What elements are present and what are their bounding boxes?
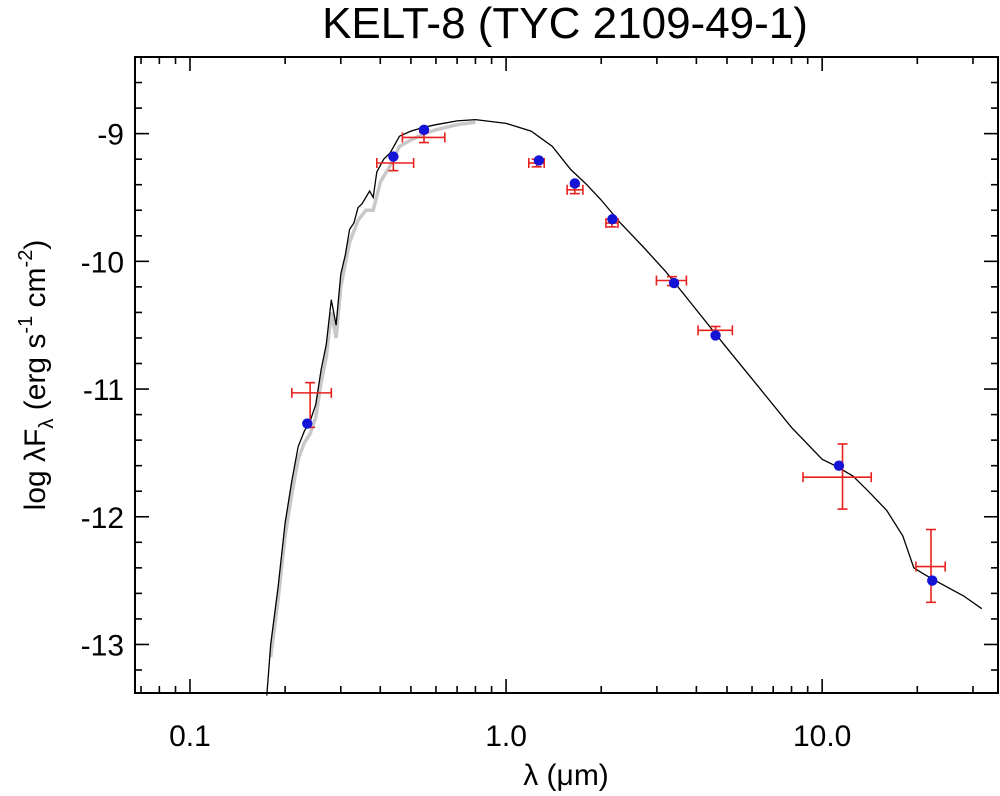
y-label-units-close: ) <box>19 240 52 250</box>
model-point-1 <box>388 151 399 162</box>
y-tick-labels: -9 -10 -11 -12 -13 <box>81 119 124 663</box>
model-point-9 <box>927 575 938 586</box>
model-point-7 <box>710 330 721 341</box>
y-tick-label-1: -10 <box>81 246 124 279</box>
observed-errorbars <box>291 131 946 604</box>
y-axis-label: log λFλ (erg s-1 cm-2) <box>15 240 58 511</box>
y-label-units-mid: cm <box>19 267 52 315</box>
plot-area <box>266 118 983 696</box>
y-label-exp2: -2 <box>15 250 37 268</box>
model-point-2 <box>418 124 430 135</box>
plot-frame <box>134 56 999 694</box>
model-point-4 <box>569 178 581 189</box>
model-grey-line <box>268 120 476 658</box>
model-point-6 <box>668 277 680 289</box>
x-axis-label: λ (μm) <box>523 759 609 792</box>
y-label-exp1: -1 <box>15 316 37 334</box>
x-tick-labels: 0.1 1.0 10.0 <box>169 720 851 753</box>
y-tick-label-2: -11 <box>83 374 124 407</box>
x-tick-label-1: 1.0 <box>485 720 527 753</box>
errorbar-8 <box>802 443 873 510</box>
y-tick-label-0: -9 <box>97 119 124 152</box>
x-tick-label-0: 0.1 <box>169 720 211 753</box>
model-point-5 <box>607 213 618 225</box>
chart-title: KELT-8 (TYC 2109-49-1) <box>322 0 808 48</box>
model-points <box>302 124 938 586</box>
axis-ticks <box>135 56 998 693</box>
y-tick-label-4: -13 <box>81 629 124 662</box>
y-label-subscript: λ <box>36 419 58 429</box>
errorbar-9 <box>915 528 946 604</box>
model-point-3 <box>533 155 545 166</box>
model-point-0 <box>302 418 313 429</box>
model-point-8 <box>833 460 845 471</box>
x-tick-label-2: 10.0 <box>793 720 851 753</box>
y-tick-label-3: -12 <box>81 502 124 535</box>
y-label-units-open: (erg s <box>19 334 52 419</box>
y-label-prefix: log λF <box>19 429 52 511</box>
